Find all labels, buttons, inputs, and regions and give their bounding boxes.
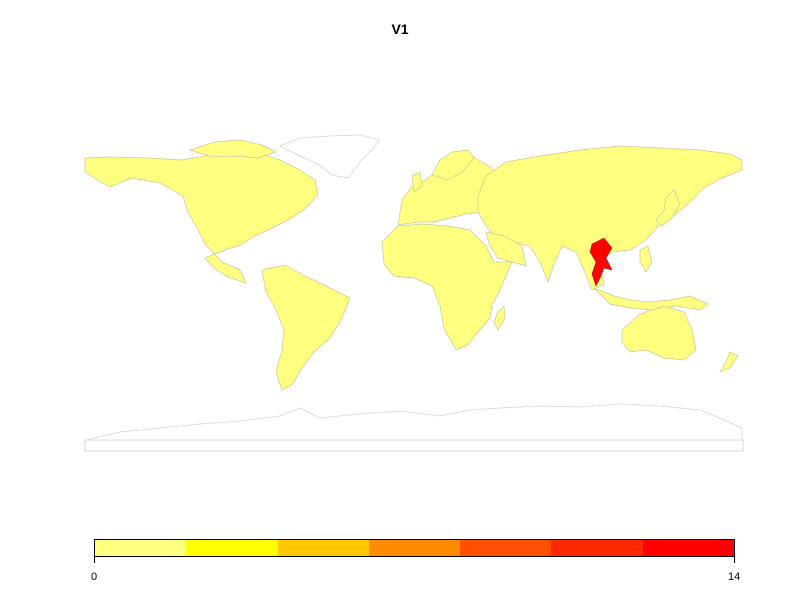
north-america [84, 149, 319, 284]
south-america [261, 264, 351, 391]
scandinavia [431, 149, 475, 181]
japan [655, 189, 681, 227]
legend-swatch-2 [186, 540, 278, 556]
legend-tick-min [94, 557, 95, 563]
arabian-peninsula [485, 231, 527, 267]
map-title: V1 [391, 21, 409, 37]
color-legend [94, 539, 735, 557]
legend-swatch-6 [551, 540, 643, 556]
legend-max-label: 14 [728, 571, 741, 583]
antarctica [85, 403, 743, 441]
legend-tick-max [734, 557, 735, 563]
asia [477, 145, 743, 291]
africa [381, 223, 513, 351]
legend-swatch-5 [460, 540, 552, 556]
legend-swatch-4 [368, 540, 461, 556]
british-isles [411, 171, 423, 193]
legend-min-label: 0 [91, 571, 98, 583]
maritime-southeast-asia [593, 287, 709, 311]
australia [621, 305, 697, 361]
legend-swatch-1 [95, 540, 187, 556]
legend-swatch-7 [642, 540, 734, 556]
legend-swatch-3 [277, 540, 369, 556]
greenland [279, 134, 381, 179]
new-zealand [719, 351, 739, 373]
thailand-highlight [589, 237, 613, 287]
philippines [639, 245, 653, 273]
map-frame [84, 439, 744, 452]
madagascar [493, 305, 506, 331]
arctic-islands [188, 139, 277, 159]
